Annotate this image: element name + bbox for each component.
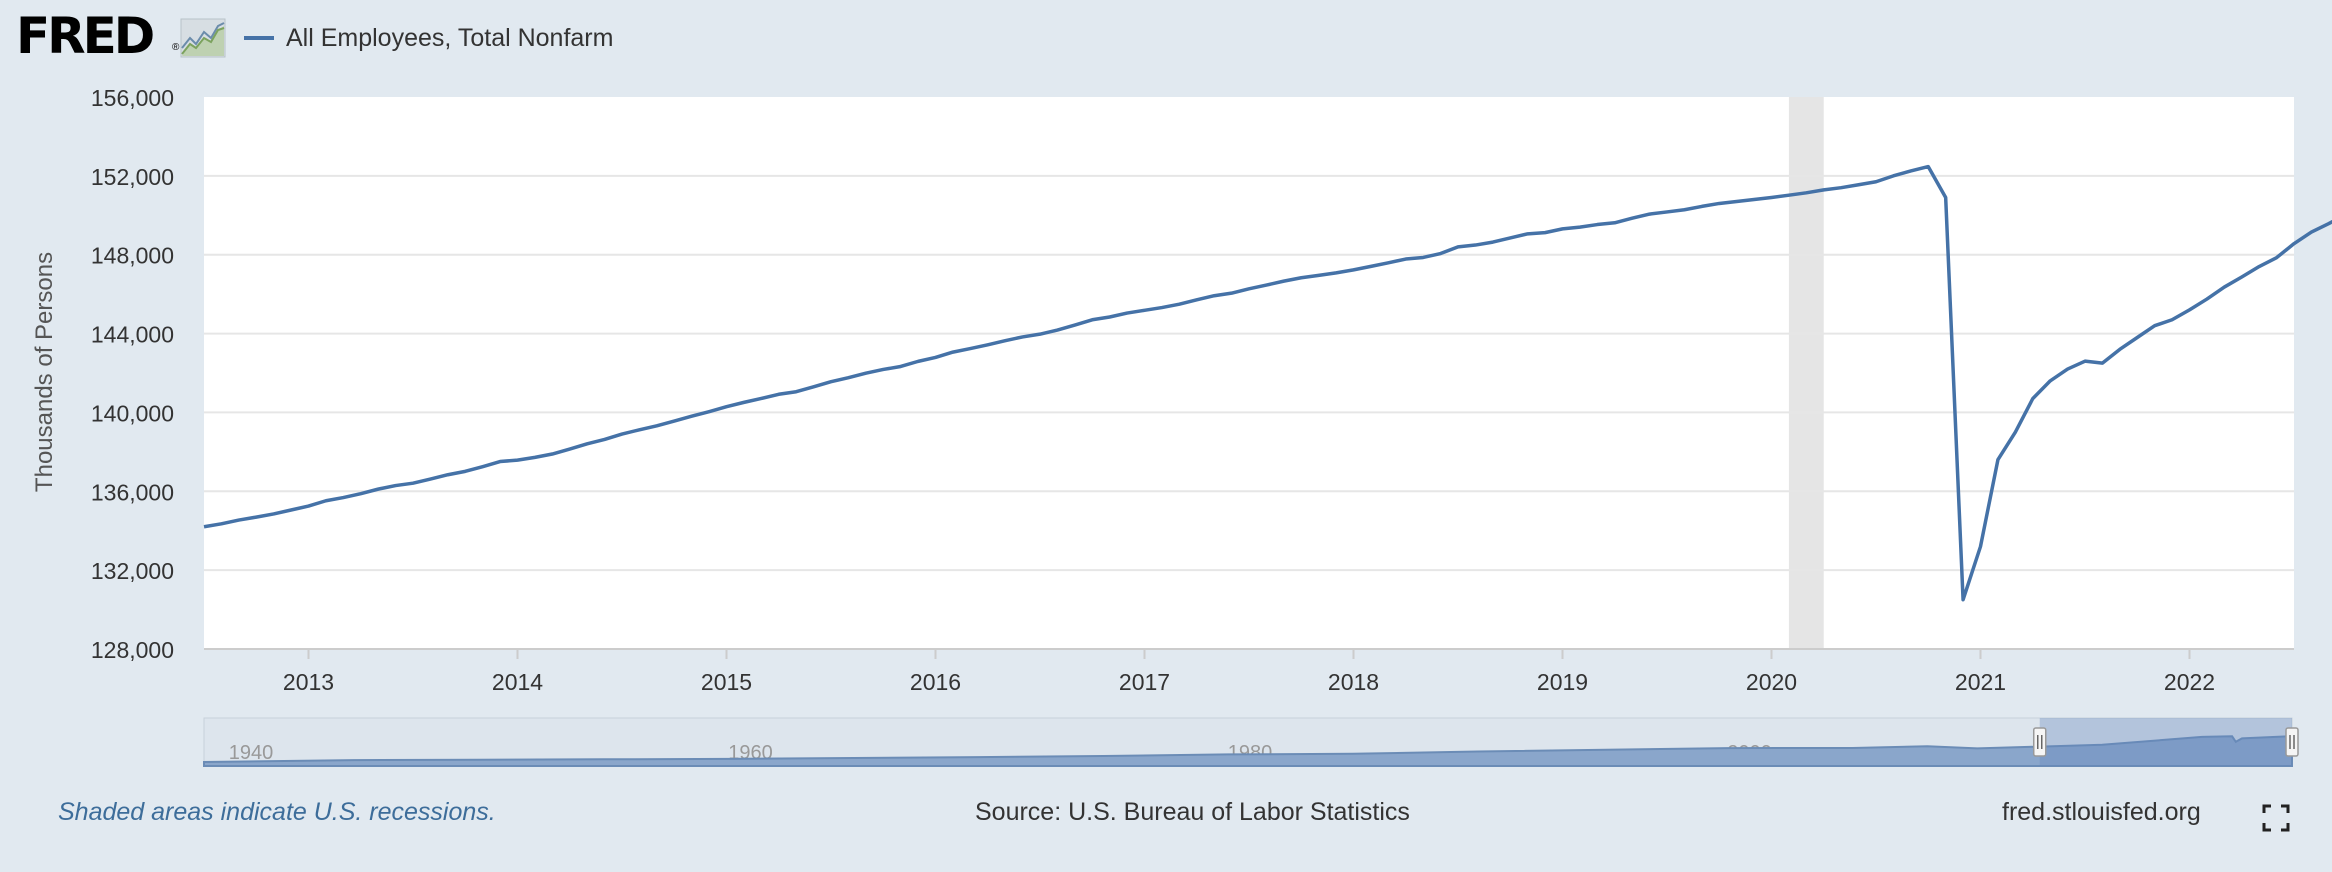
navigator-series-area [203,735,2293,767]
x-tick-label: 2021 [1955,669,2006,695]
navigator-selection[interactable] [2039,718,2292,766]
x-tick-label: 2020 [1746,669,1797,695]
y-tick-label: 128,000 [91,637,174,663]
x-tick-label: 2014 [492,669,543,695]
x-tick-label: 2016 [910,669,961,695]
recession-note: Shaded areas indicate U.S. recessions. [58,798,496,826]
y-tick-label: 136,000 [91,479,174,505]
x-tick-label: 2018 [1328,669,1379,695]
x-tick-label: 2017 [1119,669,1170,695]
y-tick-label: 140,000 [91,400,174,426]
series-line-total-nonfarm [203,164,2332,602]
navigator-tick-label: 1940 [229,742,274,764]
fred-logo-graph-icon [180,18,226,58]
legend-series-label[interactable]: All Employees, Total Nonfarm [286,24,614,52]
x-tick-label: 2013 [283,669,334,695]
y-tick-label: 152,000 [91,164,174,190]
y-tick-label: 132,000 [91,558,174,584]
y-tick-label: 148,000 [91,243,174,269]
x-tick-label: 2015 [701,669,752,695]
y-tick-label: 144,000 [91,322,174,348]
gridlines [204,174,2294,650]
x-tick-label: 2022 [2164,669,2215,695]
source-label: Source: U.S. Bureau of Labor Statistics [975,798,1410,826]
logo-registered-mark: ® [172,42,180,53]
y-tick-label: 156,000 [91,85,174,111]
navigator-handle-right[interactable] [2285,727,2299,757]
legend-series-swatch [244,36,274,40]
fullscreen-icon[interactable] [2262,804,2290,832]
site-link[interactable]: fred.stlouisfed.org [2002,798,2201,826]
range-navigator[interactable]: 19401960198020002020 [203,717,2299,767]
plot-area [204,97,2294,649]
navigator-handle-left[interactable] [2032,727,2047,757]
y-tick-labels: 128,000 132,000 136,000 140,000 144,000 148,0… [91,85,174,663]
x-tick-label: 2019 [1537,669,1588,695]
recession-shading-1 [1788,97,1824,649]
x-tick-labels: 2013 2014 2015 2016 2017 2018 2019 2020 2021 2022 [283,649,2215,695]
y-axis-title: Thousands of Persons [31,252,58,492]
fred-logo[interactable]: FRED [16,7,155,65]
recession-shading-group [1788,97,1824,649]
